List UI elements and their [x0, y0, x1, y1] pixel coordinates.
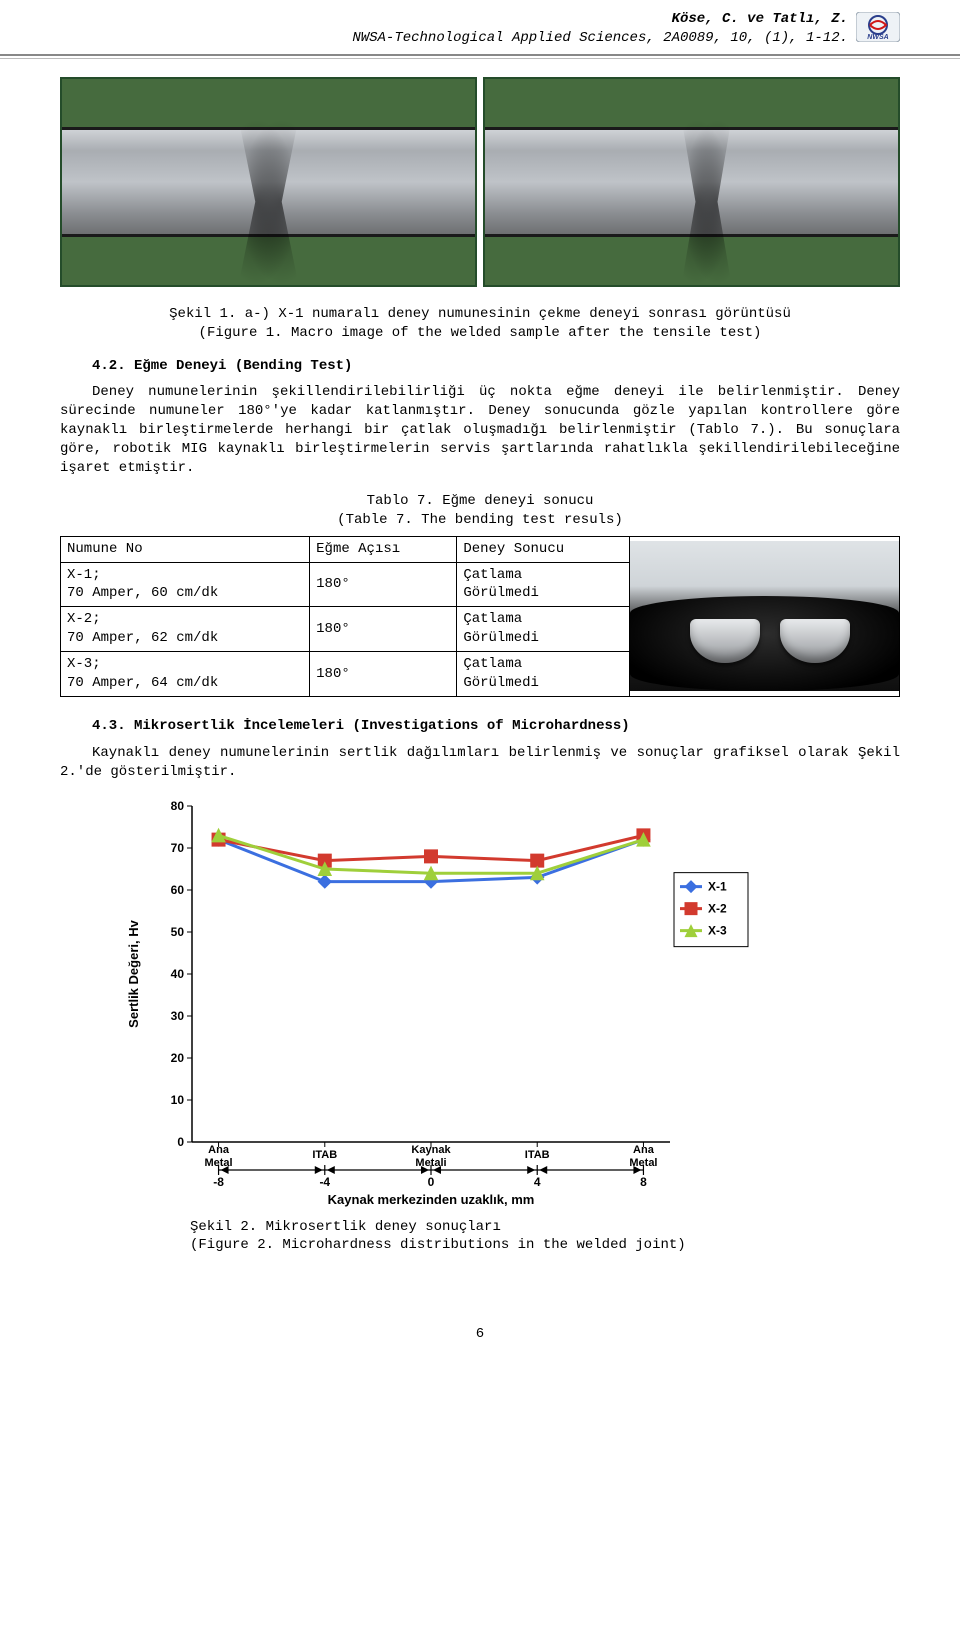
table-7: Tablo 7. Eğme deneyi sonucu (Table 7. Th…: [60, 492, 900, 697]
header-rule: [0, 54, 960, 59]
section-4-2-title: 4.2. Eğme Deneyi (Bending Test): [60, 357, 900, 376]
cell-line: Görülmedi: [463, 630, 539, 646]
svg-text:X-3: X-3: [708, 923, 727, 937]
svg-text:70: 70: [171, 841, 185, 855]
cell-line: 70 Amper, 60 cm/dk: [67, 585, 218, 601]
svg-text:X-2: X-2: [708, 901, 727, 915]
svg-text:X-1: X-1: [708, 879, 727, 893]
cell-line: X-3;: [67, 656, 101, 672]
cell-line: Çatlama: [463, 567, 522, 583]
cell-line: 70 Amper, 62 cm/dk: [67, 630, 218, 646]
table-head-c3: Deney Sonucu: [457, 536, 630, 562]
figure-1-photo-left: [60, 77, 477, 287]
table-7-title-line-2: (Table 7. The bending test resuls): [60, 511, 900, 530]
figure-1-photo-right: [483, 77, 900, 287]
figure-2-caption-line-2: (Figure 2. Microhardness distributions i…: [190, 1236, 900, 1255]
bent-sample-photo: [630, 536, 900, 696]
svg-text:Kaynak merkezinden uzaklık, mm: Kaynak merkezinden uzaklık, mm: [328, 1192, 535, 1207]
svg-text:30: 30: [171, 1009, 185, 1023]
table-7-title: Tablo 7. Eğme deneyi sonucu (Table 7. Th…: [60, 492, 900, 530]
cell-line: X-2;: [67, 611, 101, 627]
cell-line: Çatlama: [463, 656, 522, 672]
page-header: Köse, C. ve Tatlı, Z. NWSA-Technological…: [60, 10, 900, 48]
svg-text:Ana: Ana: [633, 1144, 655, 1156]
svg-text:Ana: Ana: [208, 1144, 230, 1156]
cell: 180°: [310, 562, 457, 607]
svg-text:ITAB: ITAB: [312, 1149, 337, 1161]
svg-text:-8: -8: [213, 1175, 224, 1189]
figure-1-caption: Şekil 1. a-) X-1 numaralı deney numunesi…: [60, 305, 900, 343]
svg-text:NWSA: NWSA: [867, 34, 888, 41]
cell-line: X-1;: [67, 567, 101, 583]
figure-1-caption-line-2: (Figure 1. Macro image of the welded sam…: [60, 324, 900, 343]
cell: X-2; 70 Amper, 62 cm/dk: [61, 607, 310, 652]
nwsa-logo-icon: NWSA: [856, 12, 900, 42]
svg-text:ITAB: ITAB: [525, 1149, 550, 1161]
section-4-2-body: Deney numunelerinin şekillendirilebilirl…: [60, 383, 900, 477]
svg-text:0: 0: [177, 1135, 184, 1149]
microhardness-line-chart: 01020304050607080-8-4048AnaMetalITABKayn…: [120, 792, 760, 1212]
cell: 180°: [310, 607, 457, 652]
table-7-title-line-1: Tablo 7. Eğme deneyi sonucu: [60, 492, 900, 511]
svg-text:10: 10: [171, 1093, 185, 1107]
svg-text:Kaynak: Kaynak: [411, 1144, 451, 1156]
cell: X-3; 70 Amper, 64 cm/dk: [61, 652, 310, 697]
figure-2-caption: Şekil 2. Mikrosertlik deney sonuçları (F…: [190, 1218, 900, 1256]
table-row: Numune No Eğme Açısı Deney Sonucu: [61, 536, 900, 562]
journal-ref: NWSA-Technological Applied Sciences, 2A0…: [60, 29, 848, 48]
svg-text:60: 60: [171, 883, 185, 897]
svg-text:4: 4: [534, 1175, 541, 1189]
cell: X-1; 70 Amper, 60 cm/dk: [61, 562, 310, 607]
cell: Çatlama Görülmedi: [457, 562, 630, 607]
cell: 180°: [310, 652, 457, 697]
figure-1-photos: [60, 77, 900, 287]
cell: Çatlama Görülmedi: [457, 652, 630, 697]
cell-line: Görülmedi: [463, 675, 539, 691]
figure-2-chart: 01020304050607080-8-4048AnaMetalITABKayn…: [60, 792, 900, 1212]
table-head-c2: Eğme Açısı: [310, 536, 457, 562]
table-head-c1: Numune No: [61, 536, 310, 562]
svg-text:Sertlik Değeri, Hv: Sertlik Değeri, Hv: [126, 919, 141, 1027]
svg-text:8: 8: [640, 1175, 647, 1189]
figure-1-caption-line-1: Şekil 1. a-) X-1 numaralı deney numunesi…: [60, 305, 900, 324]
cell: Çatlama Görülmedi: [457, 607, 630, 652]
section-4-3-body: Kaynaklı deney numunelerinin sertlik dağ…: [60, 744, 900, 782]
svg-text:40: 40: [171, 967, 185, 981]
svg-text:50: 50: [171, 925, 185, 939]
svg-text:-4: -4: [319, 1175, 330, 1189]
bending-table: Numune No Eğme Açısı Deney Sonucu X-1; 7…: [60, 536, 900, 697]
svg-text:0: 0: [428, 1175, 435, 1189]
page-number: 6: [60, 1325, 900, 1344]
svg-text:80: 80: [171, 799, 185, 813]
svg-text:20: 20: [171, 1051, 185, 1065]
cell-line: Çatlama: [463, 611, 522, 627]
section-4-3-title: 4.3. Mikrosertlik İncelemeleri (Investig…: [60, 717, 900, 736]
figure-2-caption-line-1: Şekil 2. Mikrosertlik deney sonuçları: [190, 1218, 900, 1237]
authors: Köse, C. ve Tatlı, Z.: [60, 10, 848, 29]
cell-line: 70 Amper, 64 cm/dk: [67, 675, 218, 691]
cell-line: Görülmedi: [463, 585, 539, 601]
